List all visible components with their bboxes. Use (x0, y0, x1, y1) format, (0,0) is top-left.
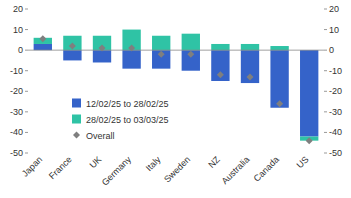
y-tick (25, 91, 28, 92)
y-tick-label: 10 (13, 25, 23, 35)
y2-tick (324, 132, 327, 133)
point (306, 137, 313, 144)
y-tick-label: -50 (10, 148, 23, 158)
bar (300, 50, 318, 136)
legend-label: 28/02/25 to 03/03/25 (86, 115, 169, 125)
y-tick (25, 29, 28, 30)
legend-label: 12/02/25 to 28/02/25 (86, 99, 169, 109)
bar (63, 50, 81, 60)
x-tick-label: NZ (206, 154, 222, 170)
bar (241, 50, 259, 83)
point (247, 73, 254, 80)
y2-tick-label: -40 (329, 127, 342, 137)
y2-tick (324, 91, 327, 92)
y-tick (25, 132, 28, 133)
bar (270, 50, 288, 108)
y2-tick-label: -20 (329, 86, 342, 96)
point (128, 45, 135, 52)
legend-swatch (72, 115, 81, 124)
y-tick (25, 50, 28, 51)
y-tick-label: 0 (18, 45, 23, 55)
y2-tick-label: -50 (329, 148, 342, 158)
plot-area (34, 30, 319, 141)
y2-tick (324, 70, 327, 71)
bar (270, 46, 288, 50)
point (158, 51, 165, 58)
y2-tick-label: -30 (329, 107, 342, 117)
y-tick (25, 70, 28, 71)
bar (93, 50, 111, 62)
y2-tick-label: -10 (329, 66, 342, 76)
y-tick-label: -30 (10, 107, 23, 117)
point (217, 71, 224, 78)
point (39, 35, 46, 42)
bar (63, 36, 81, 50)
legend-swatch (73, 132, 80, 139)
points (39, 35, 312, 144)
bar (182, 50, 200, 71)
x-tick-label: Japan (20, 154, 44, 178)
x-tick-label: Canada (252, 154, 281, 183)
bar (34, 44, 52, 50)
x-tick-label: Australia (220, 154, 252, 186)
legend-swatch (72, 99, 81, 108)
x-tick-label: Germany (100, 154, 134, 188)
y2-tick-label: 20 (329, 4, 339, 14)
y-tick-label: -40 (10, 127, 23, 137)
y2-tick (324, 29, 327, 30)
x-tick-label: UK (87, 154, 103, 170)
point (99, 45, 106, 52)
point (69, 43, 76, 50)
legend: 12/02/25 to 28/02/25 28/02/25 to 03/03/25… (72, 99, 169, 141)
y2-tick (324, 153, 327, 154)
y-tick-label: 20 (13, 4, 23, 14)
y-tick (25, 9, 28, 10)
bar (241, 44, 259, 50)
bar (152, 50, 170, 69)
x-tick-label: France (47, 154, 74, 181)
y2-tick (324, 111, 327, 112)
legend-label: Overall (86, 131, 115, 141)
point (187, 51, 194, 58)
bar (182, 34, 200, 50)
y-tick-label: -10 (10, 66, 23, 76)
bar (211, 50, 229, 81)
x-tick-label: Italy (144, 154, 163, 173)
y-tick (25, 111, 28, 112)
y2-tick (324, 50, 327, 51)
x-tick-label: Sweden (162, 154, 192, 184)
y2-tick-label: 0 (329, 45, 334, 55)
chart-container: -50 -40 -30 -20 -10 0 10 20 -50 -40 -30 -20 -10 0 10 20… (0, 0, 351, 198)
bar (152, 36, 170, 50)
x-tick-label: US (295, 154, 311, 170)
y-tick-label: -20 (10, 86, 23, 96)
chart: -50 -40 -30 -20 -10 0 10 20 -50 -40 -30 -20 -10 0 10 20… (0, 0, 351, 198)
bar (122, 50, 140, 69)
y-tick (25, 153, 28, 154)
point (276, 100, 283, 107)
y2-tick (324, 9, 327, 10)
y2-tick-label: 10 (329, 25, 339, 35)
bar (211, 44, 229, 50)
zero-line (28, 50, 324, 51)
